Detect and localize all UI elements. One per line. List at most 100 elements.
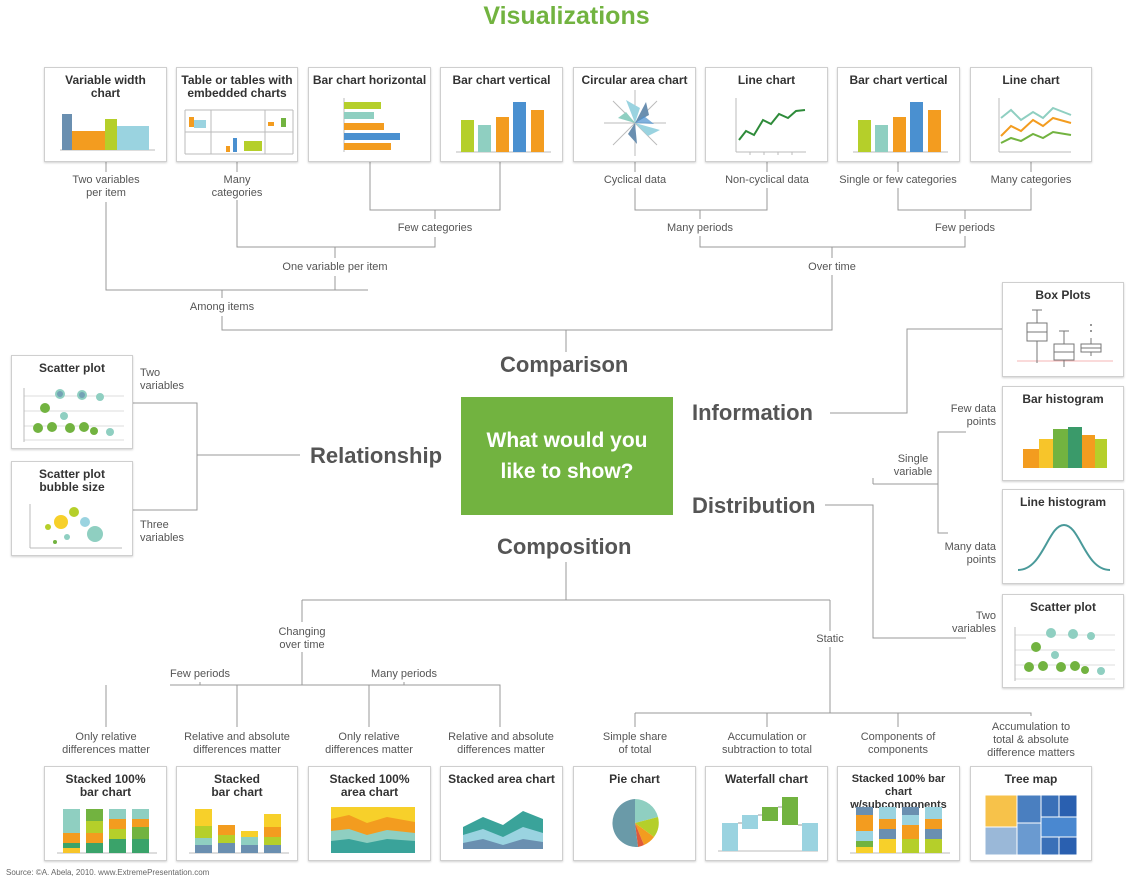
over-time-label: Over time bbox=[808, 261, 856, 273]
card-title: Table or tables with bbox=[181, 73, 293, 87]
accumulation-subtraction-label: Accumulation or subtraction to total bbox=[707, 731, 827, 757]
card-stacked-100-area-chart: Stacked 100% area chart bbox=[308, 766, 431, 861]
label-line: Relative and absolute bbox=[448, 731, 554, 743]
comparison-heading: Comparison bbox=[500, 352, 629, 377]
accumulation-to-total-label: Accumulation to total & absolute differenc… bbox=[971, 721, 1091, 760]
card-title: Scatter plot bbox=[1029, 600, 1096, 614]
card-box-plots: Box Plots bbox=[1002, 282, 1124, 377]
label-line: categories bbox=[211, 187, 263, 199]
tree-map-icon bbox=[984, 794, 1078, 856]
label-line: total & absolute bbox=[993, 734, 1069, 746]
card-title: embedded charts bbox=[187, 86, 287, 100]
card-title: Pie chart bbox=[609, 772, 660, 786]
simple-share-of-total-label: Simple share of total bbox=[585, 731, 685, 757]
page-title: Visualizations bbox=[483, 2, 650, 30]
line-chart-icon bbox=[735, 98, 806, 155]
card-waterfall-chart: Waterfall chart bbox=[705, 766, 828, 861]
card-line-chart-many: Line chart bbox=[970, 67, 1092, 162]
table-embedded-charts-icon bbox=[184, 109, 294, 155]
card-title: Line chart bbox=[737, 73, 796, 87]
distribution-two-variables-label: Two variables bbox=[940, 610, 996, 636]
label-line: Accumulation or bbox=[727, 731, 807, 743]
relative-absolute-differences-label: Relative and absolute differences matter bbox=[172, 731, 302, 757]
few-data-points-label: Few data points bbox=[940, 403, 996, 429]
many-periods-bottom-label: Many periods bbox=[370, 668, 438, 680]
card-circular-area-chart: Circular area chart bbox=[573, 67, 696, 162]
label-line: points bbox=[966, 554, 996, 566]
label-line: variables bbox=[140, 380, 185, 392]
static-label: Static bbox=[816, 633, 844, 645]
bar-chart-vertical-icon bbox=[456, 102, 551, 153]
card-title: Variable width bbox=[65, 73, 146, 87]
label-line: Accumulation to bbox=[991, 721, 1071, 733]
card-variable-width-chart: Variable width chart bbox=[44, 67, 167, 162]
composition-heading: Composition bbox=[497, 534, 632, 559]
card-tree-map: Tree map bbox=[970, 766, 1092, 861]
bubble-chart-icon bbox=[29, 504, 122, 549]
card-title: Bar histogram bbox=[1022, 392, 1104, 406]
one-variable-per-item-label: One variable per item bbox=[282, 261, 388, 273]
few-categories-label: Few categories bbox=[397, 222, 473, 234]
waterfall-chart-icon bbox=[718, 797, 818, 852]
label-line: Only relative bbox=[338, 731, 400, 743]
line-histogram-icon bbox=[1017, 523, 1111, 571]
card-title: Scatter plot bbox=[38, 361, 105, 375]
center-question-box: What would you like to show? bbox=[461, 397, 673, 515]
few-periods-bottom-label: Few periods bbox=[170, 668, 230, 680]
card-title: Bar chart vertical bbox=[849, 73, 948, 87]
card-title: w/subcomponents bbox=[850, 799, 947, 811]
stacked-area-chart-icon bbox=[463, 811, 543, 849]
card-title: chart bbox=[90, 86, 121, 100]
bar-histogram-icon bbox=[1023, 427, 1107, 468]
only-relative-differences-label-2: Only relative differences matter bbox=[309, 731, 429, 757]
components-of-components-label: Components of components bbox=[848, 731, 948, 757]
many-categories-label-2: Many categories bbox=[990, 174, 1072, 186]
stacked-100-bar-chart-icon bbox=[57, 809, 157, 854]
label-line: Simple share bbox=[602, 731, 668, 743]
scatter-plot-icon bbox=[1014, 627, 1115, 681]
stacked-bar-chart-icon bbox=[189, 809, 289, 854]
box-plot-icon bbox=[1017, 309, 1113, 367]
card-bar-chart-horizontal: Bar chart horizontal bbox=[308, 67, 431, 162]
many-data-points-label: Many data points bbox=[936, 541, 996, 567]
card-title: Line chart bbox=[1002, 73, 1060, 87]
stacked-bar-subcomponents-icon bbox=[850, 807, 950, 854]
label-line: Two bbox=[975, 610, 996, 622]
card-title: Box Plots bbox=[1035, 288, 1091, 302]
bar-chart-vertical-icon bbox=[853, 102, 948, 153]
bar-chart-horizontal-icon bbox=[343, 98, 400, 152]
relationship-three-variables-label: Three variables bbox=[140, 519, 190, 545]
information-heading: Information bbox=[692, 400, 813, 425]
label-line: Many bbox=[223, 174, 251, 186]
changing-over-time-label: Changing over time bbox=[262, 626, 342, 652]
label-line: Only relative bbox=[75, 731, 137, 743]
distribution-heading: Distribution bbox=[692, 493, 816, 518]
card-scatter-plot-distribution: Scatter plot bbox=[1002, 594, 1124, 688]
source-credit: Source: ©A. Abela, 2010. www.ExtremePres… bbox=[6, 868, 210, 877]
card-pie-chart: Pie chart bbox=[573, 766, 696, 861]
relative-absolute-differences-label-2: Relative and absolute differences matter bbox=[436, 731, 566, 757]
card-title: bar chart bbox=[79, 785, 132, 799]
card-table-embedded-charts: Table or tables with embedded charts bbox=[176, 67, 298, 162]
label-line: components bbox=[868, 744, 928, 756]
few-periods-label: Few periods bbox=[935, 222, 995, 234]
card-title: Stacked 100% bbox=[65, 772, 146, 786]
card-title: Scatter plot bbox=[38, 467, 105, 481]
label-line: Two bbox=[140, 367, 161, 379]
label-line: Three bbox=[140, 519, 169, 531]
card-title: Stacked bbox=[213, 772, 261, 786]
single-variable-label: Single variable bbox=[888, 453, 938, 479]
label-line: differences matter bbox=[193, 744, 281, 756]
card-title: bubble size bbox=[39, 480, 105, 494]
card-scatter-plot-bubble-size: Scatter plot bubble size bbox=[11, 461, 133, 556]
label-line: over time bbox=[279, 639, 325, 651]
card-scatter-plot-relationship: Scatter plot bbox=[11, 355, 133, 449]
label-line: of total bbox=[618, 744, 652, 756]
card-title: Bar chart horizontal bbox=[312, 73, 427, 87]
multi-line-chart-icon bbox=[998, 98, 1072, 153]
card-title: Waterfall chart bbox=[725, 772, 808, 786]
circular-area-chart-icon bbox=[604, 90, 666, 156]
card-title: Tree map bbox=[1004, 772, 1058, 786]
card-title: Stacked area chart bbox=[448, 772, 555, 786]
